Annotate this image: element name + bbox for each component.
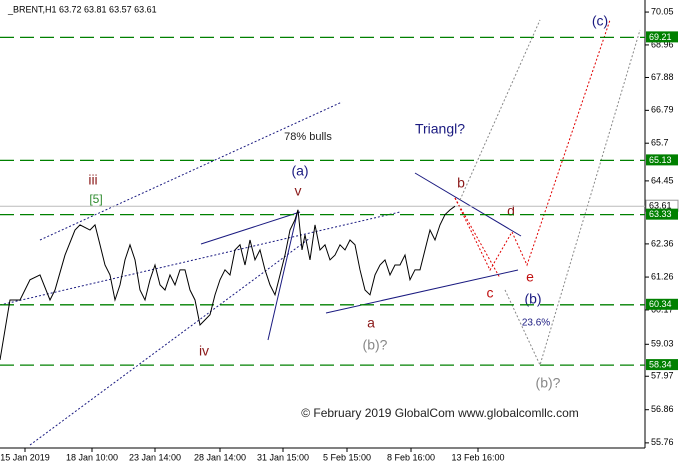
annotation: (b)	[524, 291, 541, 307]
channel-line	[0, 211, 401, 306]
annotation: iv	[199, 343, 209, 359]
annotation: (a)	[291, 163, 308, 179]
level-label: 65.13	[649, 155, 672, 165]
x-tick-label: 31 Jan 15:00	[257, 452, 309, 462]
annotation: e	[526, 269, 534, 285]
annotation: 23.6%	[522, 318, 550, 329]
forecast-path	[454, 19, 611, 272]
forecast-path	[454, 197, 501, 279]
level-label: 69.21	[649, 32, 672, 42]
annotation: (b)?	[363, 337, 388, 353]
y-tick-label: 59.03	[651, 339, 674, 349]
level-label: 58.34	[649, 359, 672, 369]
y-tick-label: 61.26	[651, 271, 674, 281]
annotation: v	[295, 183, 302, 199]
trend-line	[414, 172, 522, 237]
annotation: c	[487, 285, 494, 301]
price-label: 63.61	[649, 201, 672, 211]
level-box	[646, 154, 678, 166]
copyright: © February 2019 GlobalCom www.globalcoml…	[301, 406, 579, 420]
forecast-path	[459, 19, 541, 201]
level-box	[646, 208, 678, 220]
chart-title: _BRENT,H1 63.72 63.81 63.57 63.61	[7, 4, 157, 14]
level-box	[646, 298, 678, 310]
annotation: (c)	[592, 13, 608, 29]
y-tick-label: 64.45	[651, 175, 674, 185]
x-tick-label: 8 Feb 16:00	[387, 452, 435, 462]
trend-line	[200, 211, 301, 245]
annotation: a	[367, 315, 375, 331]
y-tick-label: 66.79	[651, 105, 674, 115]
level-label: 60.34	[649, 299, 672, 309]
y-tick-label: 56.86	[651, 404, 674, 414]
x-tick-label: 5 Feb 15:00	[323, 452, 371, 462]
trend-line	[325, 269, 519, 314]
level-label: 63.33	[649, 209, 672, 219]
price-line	[0, 205, 456, 361]
y-tick-label: 57.97	[651, 371, 674, 381]
annotation: (b)?	[536, 375, 561, 391]
y-tick-label: 55.76	[651, 437, 674, 447]
x-tick-label: 15 Jan 2019	[0, 452, 50, 462]
channel-line	[39, 101, 343, 241]
level-box	[646, 359, 678, 371]
x-tick-label: 23 Jan 14:00	[129, 452, 181, 462]
annotation: [5]	[89, 192, 102, 206]
annotation: iii	[88, 172, 97, 188]
y-tick-label: 67.88	[651, 72, 674, 82]
y-tick-label: 62.36	[651, 238, 674, 248]
drawings	[0, 19, 641, 446]
annotation: Triangl?	[415, 121, 465, 137]
annotation: 78% bulls	[284, 131, 332, 143]
trend-line	[267, 209, 299, 341]
y-tick-label: 65.7	[651, 138, 669, 148]
y-tick-label: 68.96	[651, 39, 674, 49]
x-tick-label: 28 Jan 14:00	[194, 452, 246, 462]
annotation: d	[507, 203, 515, 219]
x-tick-label: 13 Feb 16:00	[451, 452, 504, 462]
annotation: b	[457, 175, 465, 191]
x-tick-label: 18 Jan 10:00	[66, 452, 118, 462]
level-box	[646, 31, 678, 43]
y-tick-label: 70.05	[651, 6, 674, 16]
